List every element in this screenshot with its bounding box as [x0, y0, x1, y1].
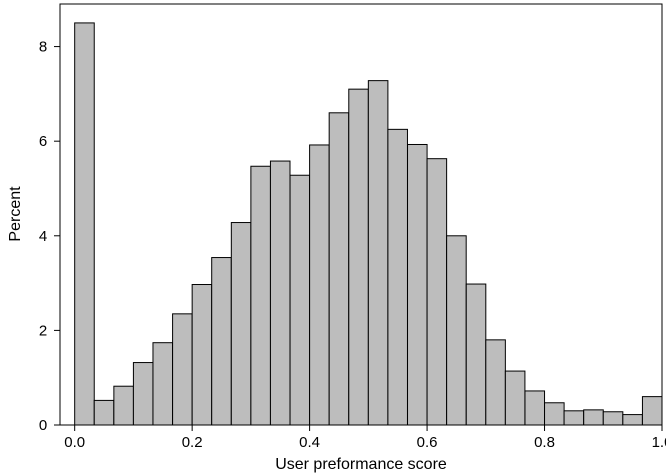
x-tick-label: 0.2 [182, 434, 203, 451]
x-tick-label: 0.6 [417, 434, 438, 451]
y-tick-label: 4 [39, 228, 47, 245]
histogram-bar [622, 414, 643, 426]
histogram-bar [563, 410, 585, 426]
histogram-bar [602, 411, 624, 426]
histogram-bar [191, 284, 213, 426]
histogram-bar [289, 174, 311, 426]
histogram-bar [152, 342, 174, 426]
histogram-bar [641, 396, 663, 426]
y-tick-label: 2 [39, 322, 47, 339]
histogram-bar [504, 370, 526, 426]
histogram-bar [211, 257, 232, 426]
histogram-bar [250, 165, 271, 426]
histogram-bar [113, 385, 134, 426]
bars-group [74, 22, 663, 426]
histogram-bar [524, 390, 546, 426]
histogram-bar [269, 160, 291, 426]
x-tick-label: 0.0 [64, 434, 85, 451]
histogram-bar [348, 88, 369, 426]
x-tick-label: 0.8 [534, 434, 555, 451]
histogram-bar [426, 158, 448, 426]
y-tick-label: 6 [39, 133, 47, 150]
histogram-bar [328, 112, 350, 426]
x-tick-label: 1.0 [652, 434, 666, 451]
y-tick-label: 8 [39, 39, 47, 56]
y-axis: 0 2 4 6 8 [39, 39, 60, 434]
x-tick-label: 0.4 [299, 434, 320, 451]
histogram-bar [172, 313, 193, 426]
histogram-bar [465, 283, 487, 426]
histogram-bar [387, 128, 408, 426]
histogram-bar [544, 402, 565, 426]
histogram-bar [367, 80, 389, 426]
histogram-bar [74, 22, 95, 426]
histogram-bar [132, 362, 154, 426]
x-axis: 0.0 0.2 0.4 0.6 0.8 1.0 [64, 425, 666, 451]
histogram-bar [485, 339, 506, 426]
histogram-bar [446, 235, 467, 426]
histogram-bar [230, 222, 252, 426]
y-axis-label: Percent [7, 186, 24, 242]
histogram-bar [309, 144, 330, 426]
y-tick-label: 0 [39, 417, 47, 434]
histogram-bar [583, 409, 604, 426]
histogram-bar [93, 399, 115, 426]
x-axis-label: User preformance score [275, 456, 447, 473]
histogram-bar [407, 143, 428, 426]
